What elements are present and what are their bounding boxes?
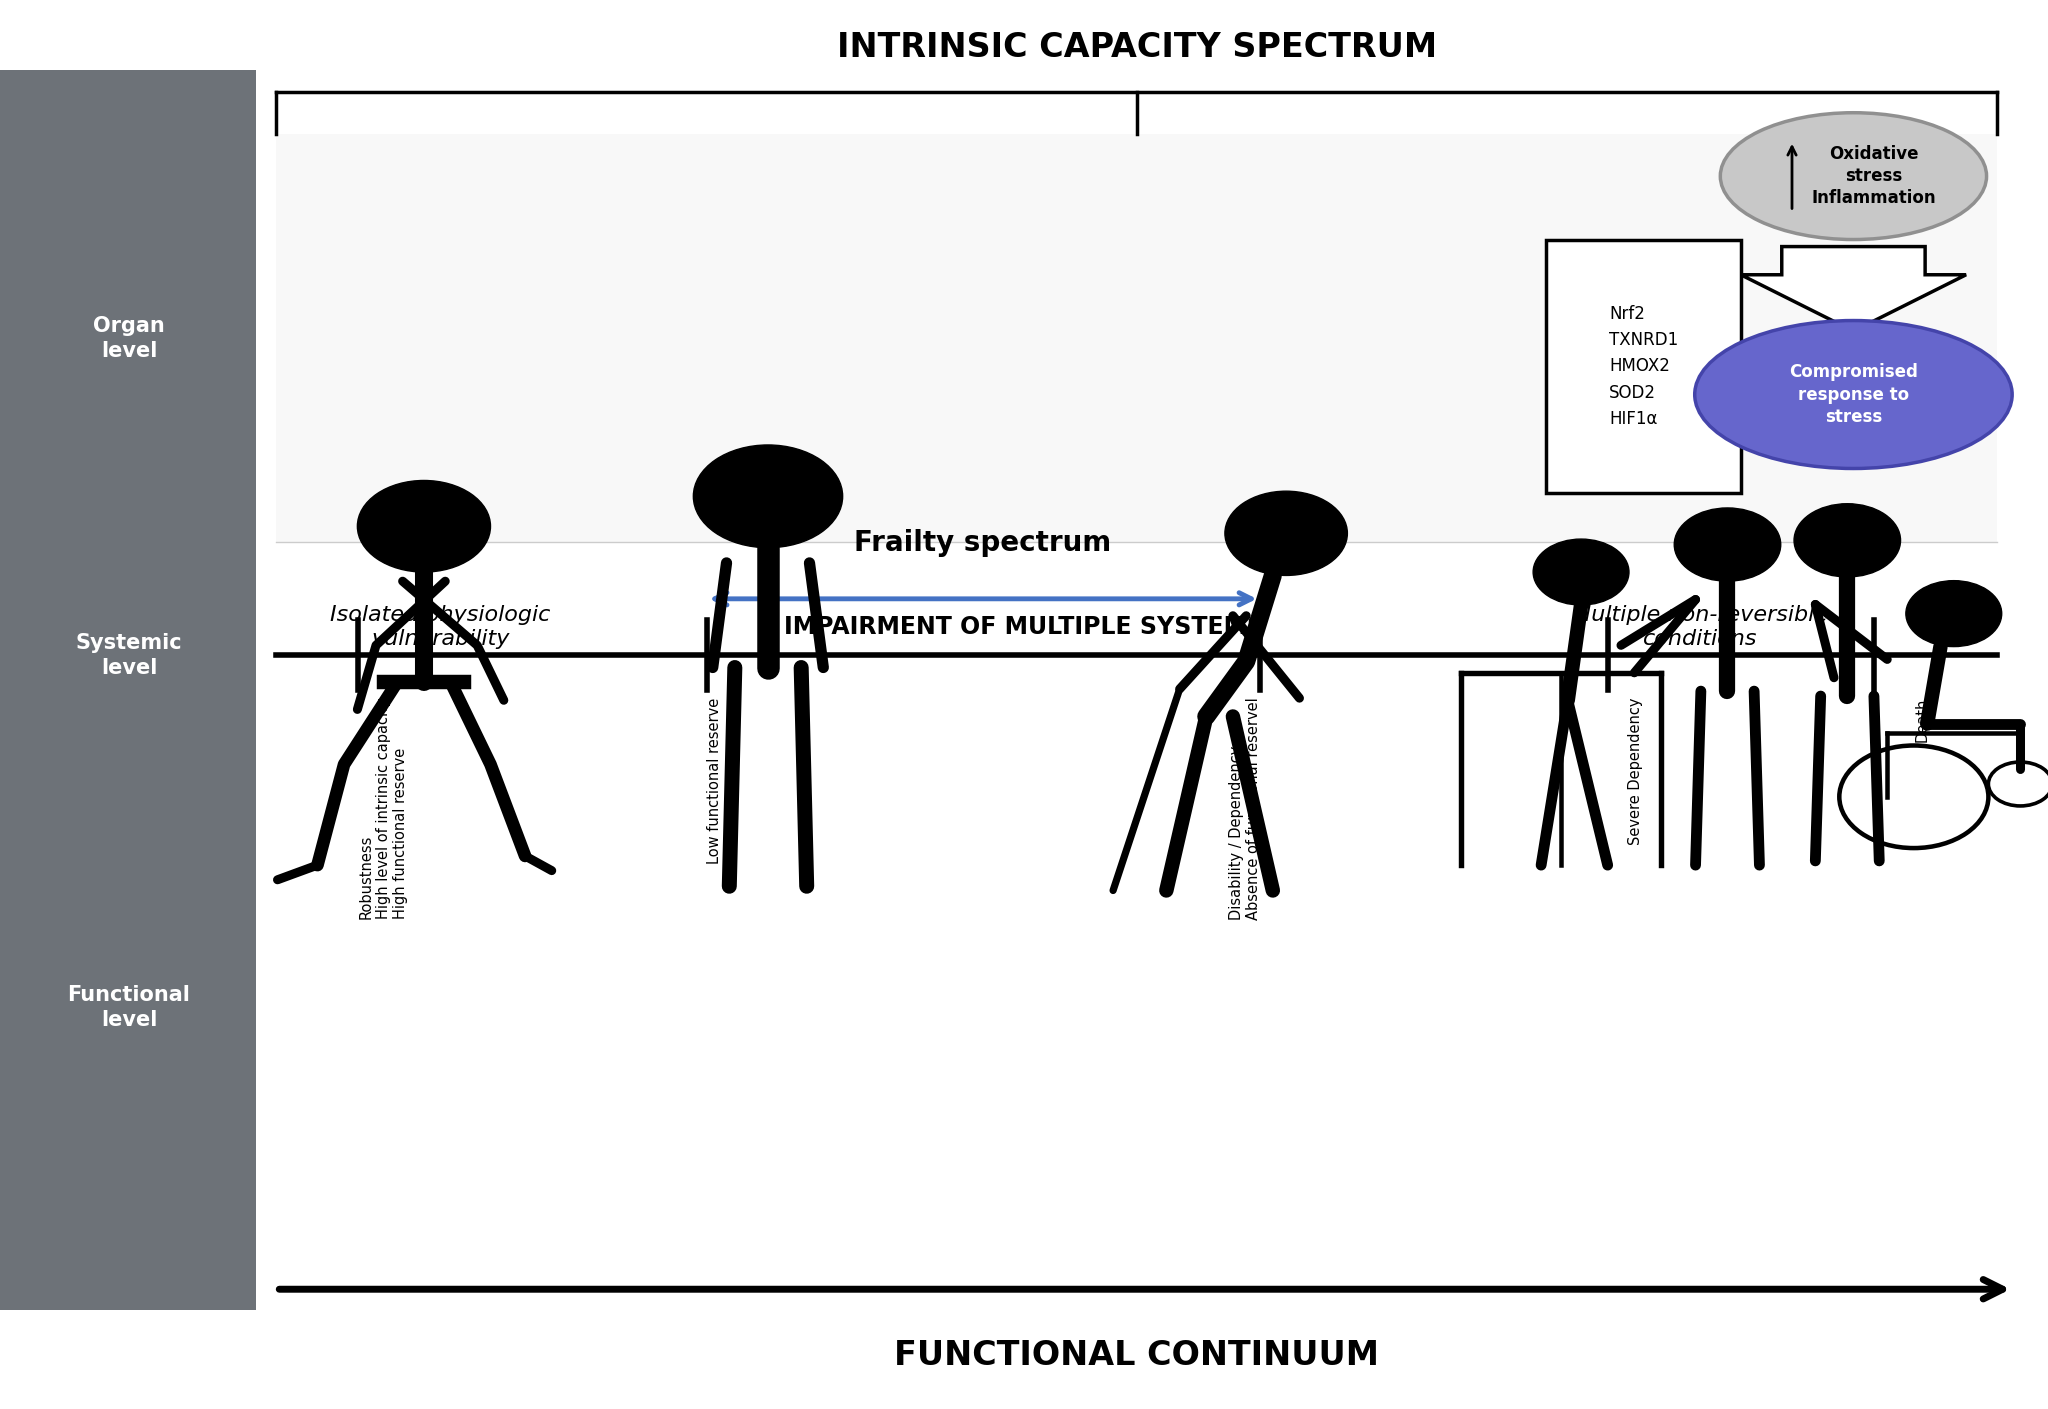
Text: Severe Dependency: Severe Dependency <box>1628 697 1642 845</box>
Circle shape <box>1673 509 1782 582</box>
Text: IMPAIRMENT OF MULTIPLE SYSTEMS: IMPAIRMENT OF MULTIPLE SYSTEMS <box>784 614 1264 640</box>
Circle shape <box>356 480 492 572</box>
Ellipse shape <box>1720 113 1987 240</box>
Text: Compromised
response to
stress: Compromised response to stress <box>1790 364 1917 426</box>
Text: Nrf2
TXNRD1
HMOX2
SOD2
HIF1α: Nrf2 TXNRD1 HMOX2 SOD2 HIF1α <box>1610 304 1677 428</box>
Text: Disability / Dependency
Absence of functional reservel: Disability / Dependency Absence of funct… <box>1229 697 1262 920</box>
Text: Oxidative
stress
Inflammation: Oxidative stress Inflammation <box>1812 145 1935 207</box>
Text: INTRINSIC CAPACITY SPECTRUM: INTRINSIC CAPACITY SPECTRUM <box>836 31 1438 63</box>
Text: Low functional reserve: Low functional reserve <box>707 697 721 864</box>
Circle shape <box>1534 540 1628 604</box>
Circle shape <box>1794 504 1901 578</box>
Text: Systemic
level: Systemic level <box>76 633 182 678</box>
Circle shape <box>1225 492 1348 575</box>
Ellipse shape <box>1696 321 2011 469</box>
Bar <box>0 70 256 1310</box>
Polygon shape <box>1741 247 1966 331</box>
Bar <box>276 134 1997 542</box>
Text: Functional
level: Functional level <box>68 985 190 1030</box>
Text: Multiple non-reversible
conditions: Multiple non-reversible conditions <box>1573 606 1827 648</box>
Text: Frailty spectrum: Frailty spectrum <box>854 528 1112 557</box>
Text: Death: Death <box>1915 697 1929 741</box>
Text: Organ
level: Organ level <box>92 316 166 361</box>
FancyBboxPatch shape <box>1546 240 1741 493</box>
Text: Robustness
High level of intrinsic capacity
High functional reserve: Robustness High level of intrinsic capac… <box>358 697 408 919</box>
Circle shape <box>1907 581 2001 647</box>
Circle shape <box>694 445 842 548</box>
Text: Isolated physiologic
vulnerability: Isolated physiologic vulnerability <box>330 606 551 648</box>
Text: FUNCTIONAL CONTINUUM: FUNCTIONAL CONTINUUM <box>895 1339 1378 1372</box>
